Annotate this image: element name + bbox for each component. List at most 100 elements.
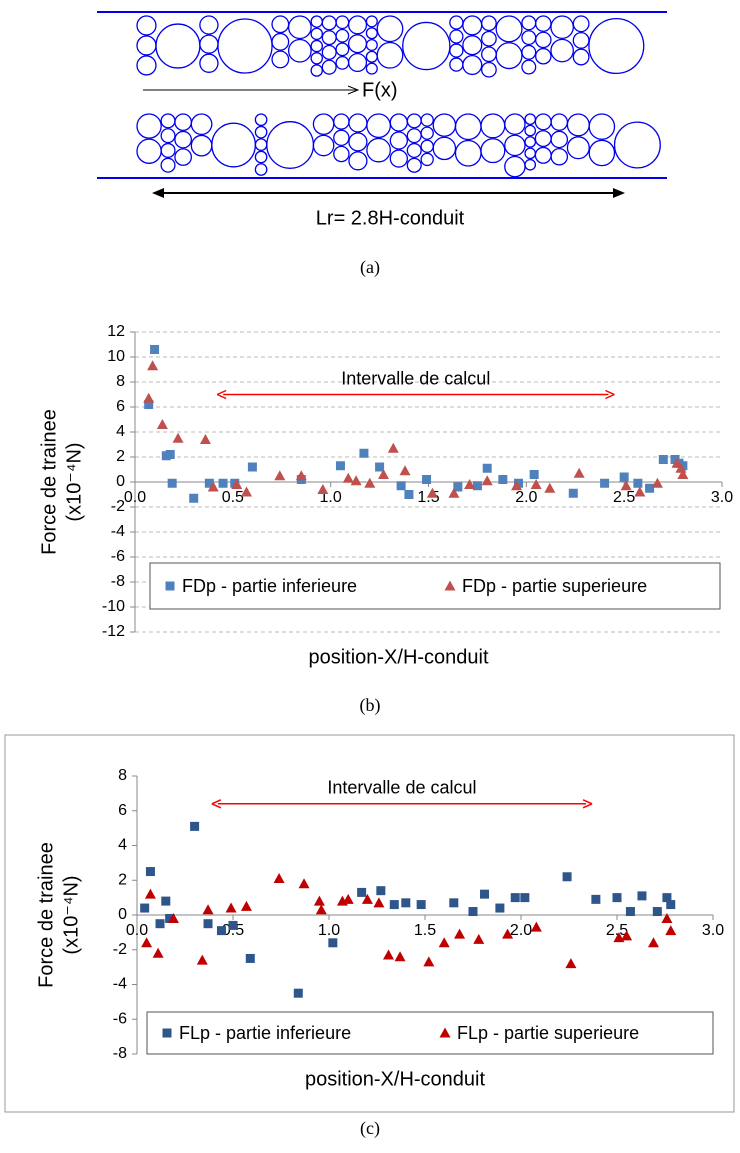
legend-marker: [165, 581, 175, 591]
particle: [376, 41, 404, 69]
point: [394, 951, 406, 962]
point: [328, 938, 338, 948]
legend-marker: [439, 1027, 451, 1038]
particle: [432, 113, 457, 137]
point: [359, 448, 369, 458]
x-tick-label: 2.0: [515, 489, 537, 506]
particle: [481, 30, 497, 47]
point: [620, 480, 632, 491]
point: [562, 872, 572, 882]
particle: [271, 50, 290, 69]
particle: [524, 158, 537, 171]
point: [317, 484, 329, 494]
point: [637, 891, 647, 901]
particle: [136, 35, 157, 56]
y-axis-label: Force de trainee: [35, 842, 57, 988]
particle: [335, 15, 350, 30]
point: [530, 479, 542, 489]
particle: [348, 132, 368, 152]
particle: [495, 42, 523, 70]
point: [389, 900, 399, 910]
force-label: F(x): [362, 79, 398, 101]
particle: [588, 113, 616, 140]
particle: [321, 15, 337, 31]
x-tick-label: 1.0: [318, 922, 340, 939]
point: [448, 487, 460, 498]
point: [361, 893, 373, 904]
y-tick-label: 8: [118, 767, 127, 784]
y-tick-label: -4: [111, 523, 125, 540]
point: [464, 479, 476, 489]
particle: [449, 15, 464, 30]
y-tick-label: 12: [107, 323, 125, 340]
point: [295, 470, 307, 481]
y-tick-label: 2: [118, 871, 127, 888]
particle: [535, 31, 552, 49]
point: [600, 478, 610, 488]
particle: [335, 28, 350, 43]
point: [454, 928, 466, 939]
particle: [310, 27, 323, 41]
particle: [199, 34, 219, 54]
particle: [524, 136, 537, 148]
particle: [389, 113, 408, 132]
y-tick-label: -2: [111, 498, 125, 515]
legend-label: FDp - partie superieure: [462, 576, 647, 596]
point: [399, 465, 411, 476]
point: [502, 928, 514, 939]
point: [481, 475, 493, 486]
point: [342, 472, 354, 483]
point: [196, 954, 208, 965]
point: [274, 470, 286, 481]
point: [565, 958, 577, 969]
particle: [462, 35, 483, 56]
y-tick-label: -10: [102, 598, 125, 615]
particle: [266, 121, 315, 169]
arrow-heads: [211, 799, 593, 809]
particles: [136, 15, 661, 178]
legend-label: FLp - partie superieure: [457, 1023, 639, 1043]
point: [651, 477, 663, 488]
particle: [572, 48, 590, 66]
particle: [287, 38, 312, 63]
particle: [504, 155, 526, 178]
point: [633, 478, 643, 488]
particle: [420, 126, 434, 140]
point: [634, 486, 646, 497]
particle: [366, 137, 391, 163]
particle: [160, 157, 176, 173]
particle: [449, 29, 464, 44]
particle: [155, 23, 201, 69]
point: [143, 392, 155, 403]
particle: [406, 113, 422, 129]
particle: [481, 61, 497, 78]
particle: [254, 138, 268, 151]
particle: [335, 42, 350, 57]
x-tick-label: 3.0: [711, 489, 733, 506]
point: [147, 360, 159, 371]
point: [364, 477, 376, 488]
x-axis-label: position-X/H-conduit: [305, 1068, 486, 1090]
particle: [449, 57, 464, 72]
point: [156, 419, 168, 429]
point: [677, 469, 689, 479]
particle: [366, 113, 391, 139]
particle: [449, 43, 464, 58]
particle: [160, 113, 176, 129]
particle: [524, 147, 537, 160]
x-tick-label: 0.5: [222, 922, 244, 939]
y-tick-label: 8: [116, 373, 125, 390]
point: [313, 895, 325, 906]
y-tick-label: 4: [118, 837, 127, 854]
point: [621, 930, 633, 941]
point: [426, 487, 438, 498]
y-tick-label: 4: [116, 423, 125, 440]
particle: [613, 121, 661, 169]
particle: [160, 128, 176, 144]
point: [141, 937, 153, 948]
particle: [524, 113, 537, 126]
annotation: Intervalle de calcul: [327, 778, 476, 798]
particle: [271, 32, 290, 51]
x-tick-label: 2.0: [510, 922, 532, 939]
